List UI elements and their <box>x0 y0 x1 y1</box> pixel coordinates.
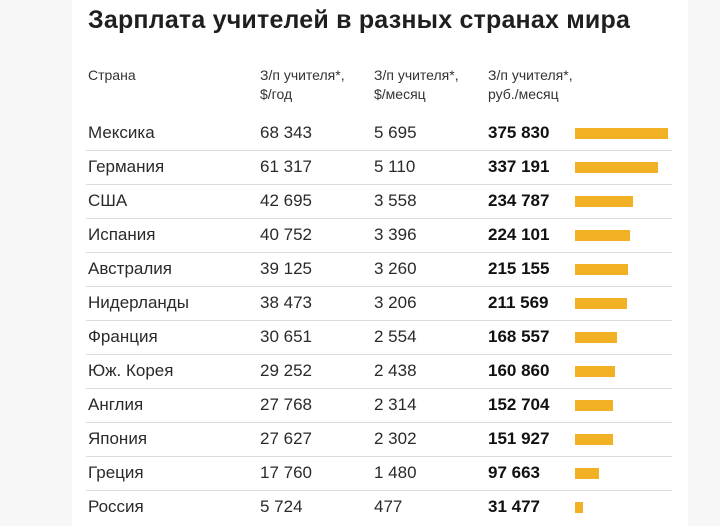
usd-month-cell: 2 314 <box>374 395 417 414</box>
usd-month-cell: 477 <box>374 497 403 516</box>
table-row: Россия 5 724 477 31 477 <box>86 490 672 524</box>
header-usd-month-line2: $/месяц <box>374 86 426 102</box>
rub-month-cell: 31 477 <box>488 497 540 516</box>
usd-month-cell: 2 302 <box>374 429 417 448</box>
usd-month-cell: 5 110 <box>374 157 416 176</box>
salary-bar <box>575 298 627 309</box>
rub-month-cell: 224 101 <box>488 225 550 244</box>
usd-year-cell: 61 317 <box>260 157 312 176</box>
salary-bar <box>575 502 583 513</box>
usd-month-cell: 3 396 <box>374 225 417 244</box>
table-row: Англия 27 768 2 314 152 704 <box>86 388 672 423</box>
header-rub-month-line1: З/п учителя*, <box>488 67 573 83</box>
country-cell: США <box>88 191 128 210</box>
table-row: Япония 27 627 2 302 151 927 <box>86 422 672 457</box>
country-cell: Нидерланды <box>88 293 189 312</box>
rub-month-cell: 152 704 <box>488 395 550 414</box>
salary-bar <box>575 230 630 241</box>
country-cell: Греция <box>88 463 144 482</box>
usd-year-cell: 68 343 <box>260 123 312 142</box>
header-country-label: Страна <box>88 67 136 83</box>
rub-month-cell: 215 155 <box>488 259 550 278</box>
usd-month-cell: 2 554 <box>374 327 417 346</box>
header-rub-month-line2: руб./месяц <box>488 86 559 102</box>
usd-month-cell: 2 438 <box>374 361 417 380</box>
rub-month-cell: 337 191 <box>488 157 550 176</box>
salary-bar <box>575 264 628 275</box>
usd-year-cell: 40 752 <box>260 225 312 244</box>
salary-bar <box>575 366 615 377</box>
country-cell: Испания <box>88 225 156 244</box>
usd-year-cell: 27 627 <box>260 429 312 448</box>
header-usd-year-line1: З/п учителя*, <box>260 67 345 83</box>
salary-bar <box>575 400 613 411</box>
rub-month-cell: 211 569 <box>488 293 549 312</box>
rub-month-cell: 375 830 <box>488 123 550 142</box>
table-row: Испания 40 752 3 396 224 101 <box>86 218 672 253</box>
country-cell: Германия <box>88 157 165 176</box>
header-usd-year-line2: $/год <box>260 86 293 102</box>
usd-month-cell: 3 260 <box>374 259 417 278</box>
header-rub-month: З/п учителя*, руб./месяц <box>488 66 573 104</box>
table-row: США 42 695 3 558 234 787 <box>86 184 672 219</box>
usd-month-cell: 3 558 <box>374 191 417 210</box>
country-cell: Австралия <box>88 259 172 278</box>
table-row: Австралия 39 125 3 260 215 155 <box>86 252 672 287</box>
rub-month-cell: 160 860 <box>488 361 550 380</box>
usd-month-cell: 3 206 <box>374 293 417 312</box>
salary-bar <box>575 128 668 139</box>
table-row: Нидерланды 38 473 3 206 211 569 <box>86 286 672 321</box>
salary-bar <box>575 468 599 479</box>
usd-year-cell: 5 724 <box>260 497 303 516</box>
table-row: Юж. Корея 29 252 2 438 160 860 <box>86 354 672 389</box>
table-row: Греция 17 760 1 480 97 663 <box>86 456 672 491</box>
table-row: Мексика 68 343 5 695 375 830 <box>86 116 672 151</box>
usd-year-cell: 17 760 <box>260 463 312 482</box>
rub-month-cell: 97 663 <box>488 463 540 482</box>
rub-month-cell: 234 787 <box>488 191 550 210</box>
usd-year-cell: 27 768 <box>260 395 312 414</box>
salary-bar <box>575 196 633 207</box>
table-row: Франция 30 651 2 554 168 557 <box>86 320 672 355</box>
usd-year-cell: 39 125 <box>260 259 312 278</box>
table-row: Германия 61 317 5 110 337 191 <box>86 150 672 185</box>
header-country: Страна <box>88 66 136 85</box>
country-cell: Мексика <box>88 123 155 142</box>
country-cell: Юж. Корея <box>88 361 174 380</box>
usd-month-cell: 5 695 <box>374 123 417 142</box>
salary-bar <box>575 434 613 445</box>
usd-year-cell: 42 695 <box>260 191 312 210</box>
country-cell: Англия <box>88 395 144 414</box>
usd-year-cell: 30 651 <box>260 327 312 346</box>
header-usd-year: З/п учителя*, $/год <box>260 66 345 104</box>
header-usd-month-line1: З/п учителя*, <box>374 67 459 83</box>
salary-bar <box>575 162 658 173</box>
chart-title: Зарплата учителей в разных странах мира <box>88 6 631 34</box>
salary-bar <box>575 332 617 343</box>
rub-month-cell: 168 557 <box>488 327 550 346</box>
country-cell: Россия <box>88 497 144 516</box>
rub-month-cell: 151 927 <box>488 429 550 448</box>
usd-year-cell: 29 252 <box>260 361 312 380</box>
header-usd-month: З/п учителя*, $/месяц <box>374 66 459 104</box>
country-cell: Франция <box>88 327 158 346</box>
usd-month-cell: 1 480 <box>374 463 417 482</box>
country-cell: Япония <box>88 429 148 448</box>
usd-year-cell: 38 473 <box>260 293 312 312</box>
